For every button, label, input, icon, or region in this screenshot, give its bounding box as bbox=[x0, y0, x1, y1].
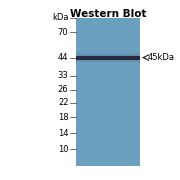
Text: 14: 14 bbox=[58, 129, 68, 138]
Text: 44: 44 bbox=[58, 53, 68, 62]
Text: 33: 33 bbox=[58, 71, 68, 80]
Text: 18: 18 bbox=[58, 112, 68, 122]
Bar bbox=[76, 56, 140, 60]
Bar bbox=[76, 18, 140, 166]
Text: 70: 70 bbox=[58, 28, 68, 37]
Text: 26: 26 bbox=[58, 86, 68, 94]
Text: Western Blot: Western Blot bbox=[70, 9, 146, 19]
Bar bbox=[76, 52, 140, 63]
Text: kDa: kDa bbox=[52, 14, 68, 22]
Bar bbox=[76, 55, 140, 61]
Text: 45kDa: 45kDa bbox=[148, 53, 175, 62]
Text: 22: 22 bbox=[58, 98, 68, 107]
Bar bbox=[76, 53, 140, 62]
Text: 10: 10 bbox=[58, 145, 68, 154]
